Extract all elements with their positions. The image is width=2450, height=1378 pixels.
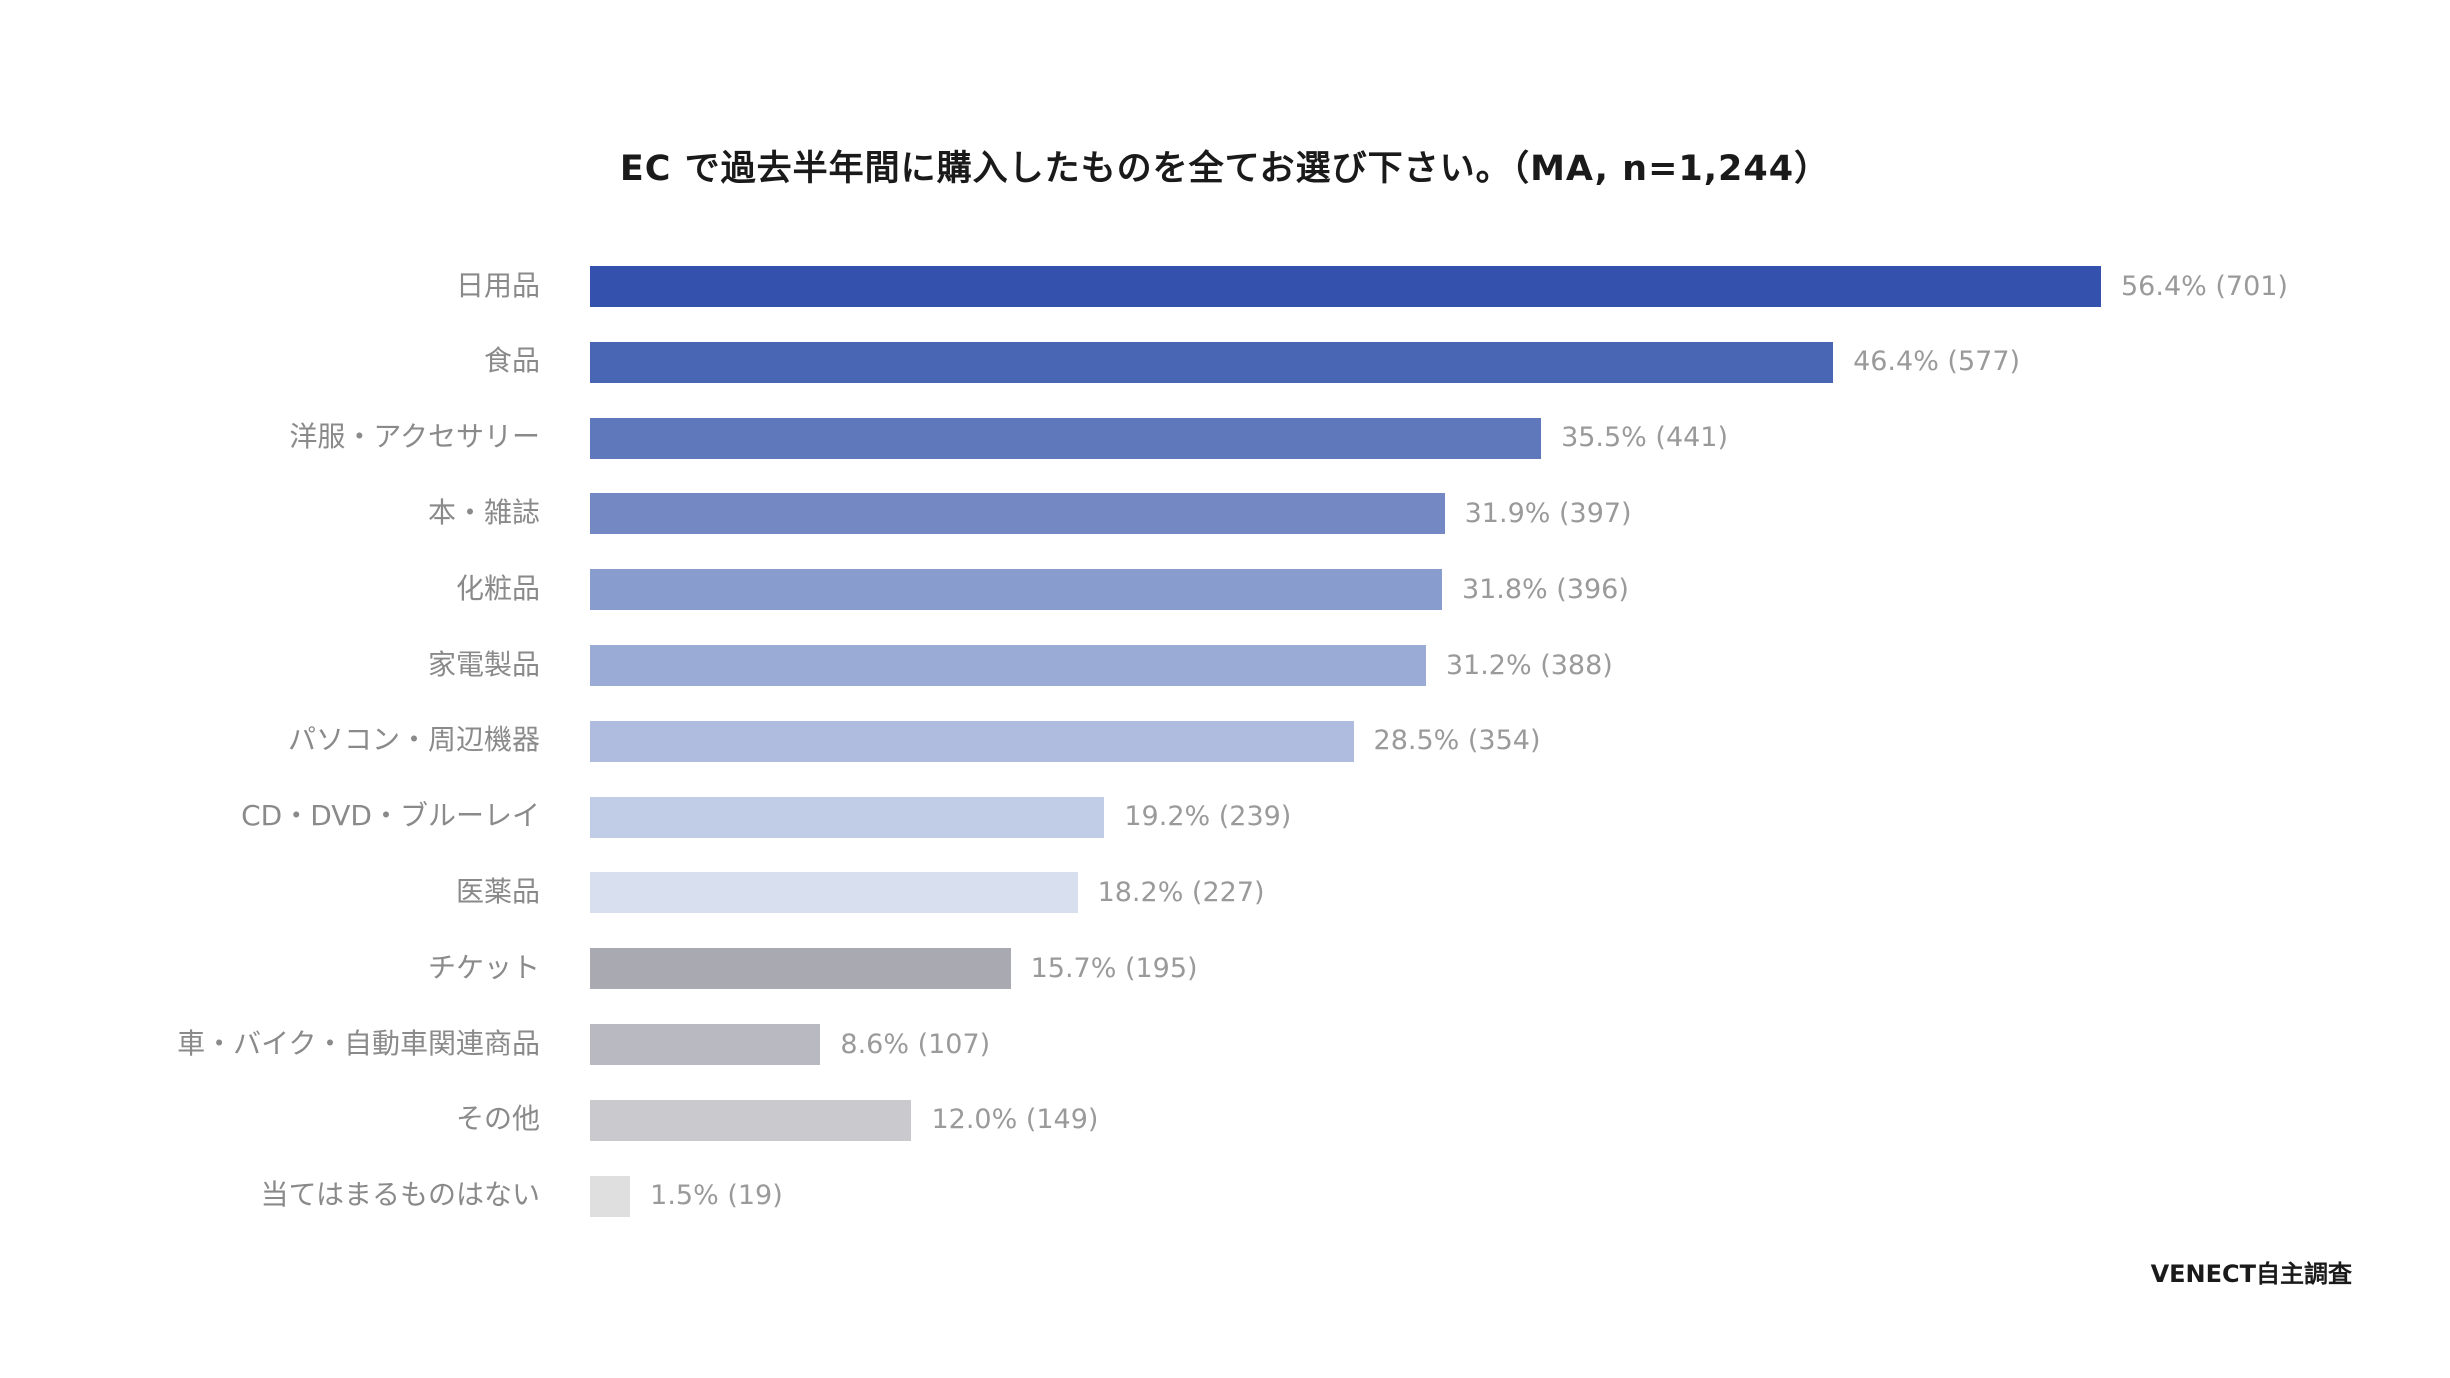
bar	[590, 948, 1011, 990]
value-label: 8.6% (107)	[840, 1028, 991, 1060]
category-label: 本・雑誌	[427, 495, 540, 529]
bar	[590, 341, 1834, 383]
category-label: 医薬品	[455, 874, 540, 908]
bar	[590, 569, 1442, 611]
category-label: 当てはまるものはない	[260, 1178, 540, 1212]
source-note: VENECT自主調査	[2150, 1260, 2352, 1288]
category-label: チケット	[427, 950, 540, 984]
value-label: 28.5% (354)	[1373, 725, 1541, 757]
bar	[590, 1099, 912, 1141]
value-label: 15.7% (195)	[1030, 952, 1198, 984]
bar	[590, 1175, 631, 1217]
value-label: 12.0% (149)	[931, 1104, 1099, 1136]
value-label: 31.8% (396)	[1461, 573, 1629, 605]
bar	[590, 417, 1542, 459]
value-label: 18.2% (227)	[1097, 876, 1265, 908]
bar	[590, 1024, 821, 1065]
bar	[590, 266, 2101, 307]
value-label: 31.9% (397)	[1464, 497, 1632, 529]
value-label: 35.5% (441)	[1561, 422, 1729, 454]
chart-title: EC で過去半年間に購入したものを全てお選び下さい。（MA, n=1,244）	[619, 149, 1831, 189]
category-label: 食品	[483, 344, 540, 378]
bar	[590, 493, 1445, 535]
bar	[590, 645, 1426, 686]
value-label: 19.2% (239)	[1124, 801, 1292, 833]
bar	[590, 720, 1354, 762]
category-label: 車・バイク・自動車関連商品	[177, 1026, 540, 1060]
value-label: 46.4% (577)	[1853, 346, 2021, 378]
bar	[590, 872, 1078, 914]
value-label: 1.5% (19)	[650, 1180, 783, 1212]
category-label: 洋服・アクセサリー	[289, 420, 540, 454]
value-label: 31.2% (388)	[1445, 649, 1613, 681]
value-label: 56.4% (701)	[2121, 270, 2288, 302]
category-label: 家電製品	[427, 647, 540, 681]
category-label: その他	[455, 1102, 540, 1136]
bar	[590, 796, 1105, 838]
category-label: 化粧品	[455, 571, 540, 605]
category-label: 日用品	[455, 268, 540, 302]
category-label: パソコン・周辺機器	[287, 723, 540, 757]
category-label: CD・DVD・ブルーレイ	[241, 799, 540, 833]
